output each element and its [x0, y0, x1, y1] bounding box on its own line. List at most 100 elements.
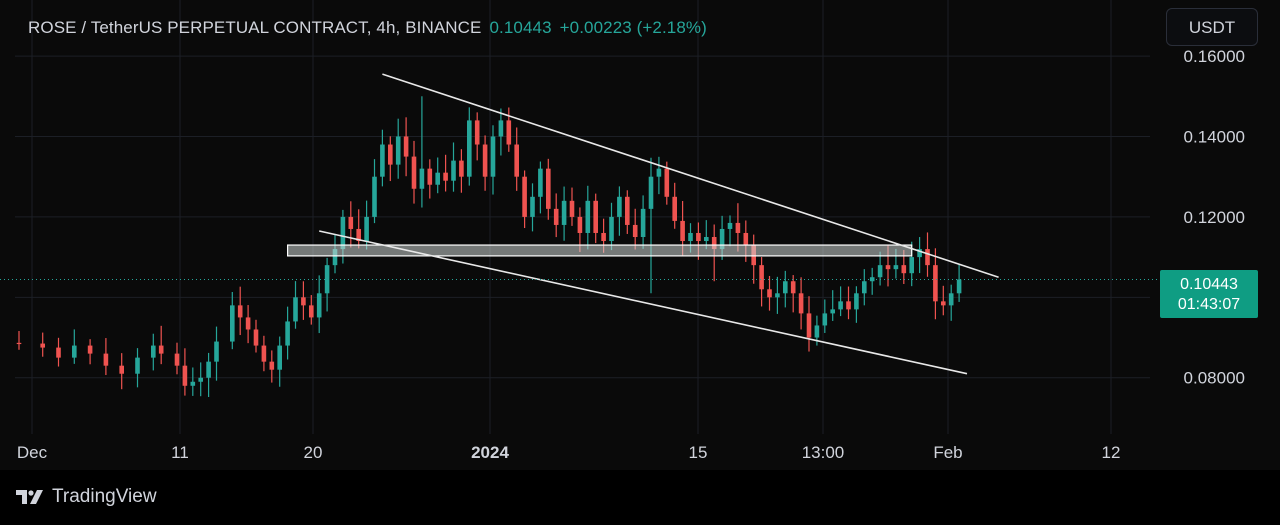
candle [838, 286, 843, 317]
candle-body [151, 345, 156, 358]
price-change-percent: (+2.18%) [636, 18, 707, 37]
candle [119, 353, 124, 390]
candle-body [862, 281, 867, 294]
candle [751, 234, 756, 284]
candle [941, 285, 946, 316]
candle-body [451, 160, 456, 181]
candle-body [909, 257, 914, 274]
candle [783, 270, 788, 308]
currency-button[interactable]: USDT [1166, 8, 1258, 46]
candle [451, 142, 456, 192]
grid [15, 0, 1150, 434]
candle-body [293, 297, 298, 322]
symbol-name[interactable]: ROSE / TetherUS PERPETUAL CONTRACT [28, 18, 367, 37]
candle [672, 182, 677, 229]
candle [846, 286, 851, 320]
annotations [287, 73, 999, 375]
candle-body [316, 293, 322, 318]
candle [759, 257, 764, 307]
candle-body [214, 341, 219, 362]
candle-body [553, 208, 559, 225]
brand-name: TradingView [52, 486, 157, 507]
current-price-label: 0.10443 01:43:07 [1160, 270, 1258, 318]
candle-body [261, 345, 267, 362]
candle [593, 193, 598, 244]
candle [648, 157, 654, 294]
candle [443, 154, 448, 192]
candle [261, 335, 267, 372]
price-chart[interactable]: 0.08000 0.12000 0.14000 0.16000 Dec 11 20 2024… [0, 0, 1280, 470]
candle [877, 251, 883, 286]
candle-body [269, 361, 275, 370]
candle-body [198, 377, 203, 382]
candle-body [237, 305, 243, 318]
candle-body [301, 297, 306, 306]
price-axis[interactable]: 0.08000 0.12000 0.14000 0.16000 [1184, 47, 1245, 388]
candle [664, 161, 670, 205]
tradingview-logo-icon [16, 490, 43, 504]
candle [854, 286, 859, 323]
price-tick-label: 0.16000 [1184, 47, 1245, 66]
candle [72, 329, 77, 364]
candle [830, 290, 835, 321]
candle-body [656, 168, 662, 177]
upper-trendline[interactable] [382, 73, 999, 278]
candle [546, 158, 551, 220]
candle [309, 295, 314, 325]
candle [498, 108, 504, 156]
candle-body [372, 176, 377, 217]
candle [727, 215, 733, 247]
time-tick-label: 2024 [471, 443, 509, 462]
candle [419, 96, 425, 208]
candle-body [577, 216, 583, 233]
candle-body [522, 176, 527, 217]
candle [56, 337, 61, 367]
candle [348, 201, 354, 248]
time-tick-label: 20 [304, 443, 323, 462]
candle [435, 157, 440, 194]
lower-trendline[interactable] [319, 230, 968, 375]
symbol-legend: ROSE / TetherUS PERPETUAL CONTRACT, 4h, … [28, 18, 707, 37]
candle [474, 112, 480, 161]
interval[interactable]: 4h [376, 18, 396, 37]
candle [735, 203, 741, 252]
candle-body [411, 156, 417, 189]
candle [230, 291, 235, 350]
candle-body [253, 329, 259, 346]
candle-body [711, 237, 717, 250]
time-tick-label: 13:00 [802, 443, 845, 462]
candle [427, 159, 433, 199]
chart-panel[interactable]: 0.08000 0.12000 0.14000 0.16000 Dec 11 20 2024… [0, 0, 1280, 470]
candle-body [601, 232, 606, 242]
candle-body [806, 313, 812, 338]
candle [206, 352, 211, 397]
candle-body [719, 228, 725, 250]
candle-body [388, 144, 393, 165]
candle-body [356, 228, 361, 242]
candle [538, 161, 543, 214]
candle-body [877, 265, 883, 278]
candle [767, 275, 772, 311]
current-price-value: 0.10443 [1180, 276, 1238, 293]
candle-body [696, 232, 701, 242]
candle [625, 190, 630, 234]
candle-body [530, 196, 535, 217]
time-tick-label: Feb [933, 443, 962, 462]
candle [395, 118, 401, 179]
time-tick-label: 15 [689, 443, 708, 462]
candle [522, 170, 527, 229]
candle [467, 107, 472, 186]
brand[interactable]: TradingView [16, 486, 157, 508]
resistance-zone[interactable] [287, 244, 913, 257]
time-tick-label: 11 [171, 443, 189, 462]
candle-body [87, 345, 93, 354]
candle [190, 367, 196, 396]
candle [40, 332, 45, 357]
time-axis[interactable]: Dec 11 20 2024 15 13:00 Feb 12 [17, 443, 1121, 462]
candle-body [759, 265, 764, 290]
candle-body [364, 216, 369, 242]
candle-body [767, 289, 772, 298]
candle [356, 209, 361, 249]
candle [790, 275, 796, 313]
candle [403, 117, 409, 177]
